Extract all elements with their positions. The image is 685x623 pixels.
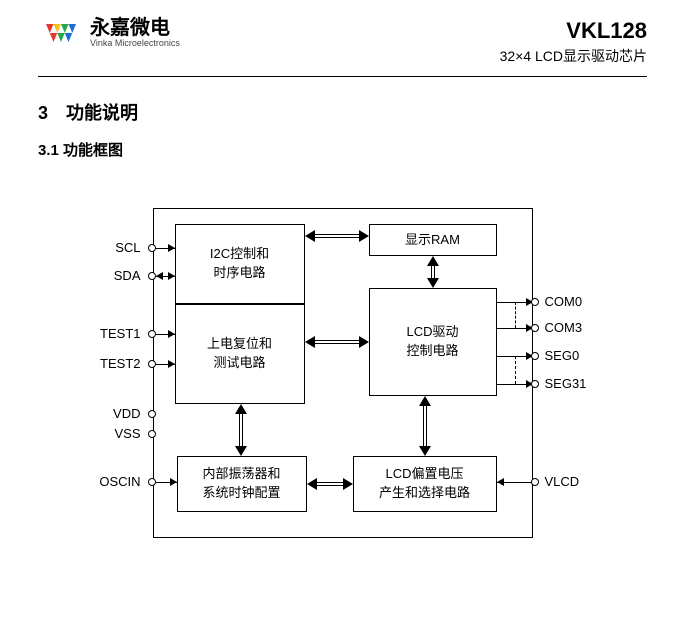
block-drv: LCD驱动控制电路 — [369, 288, 497, 396]
pin-label-vss: VSS — [93, 426, 141, 441]
pin-dot-scl — [148, 244, 156, 252]
block-osc-label: 内部振荡器和系统时钟配置 — [202, 465, 280, 503]
pin-label-com0: COM0 — [545, 294, 583, 309]
arrow-por-drv — [305, 336, 369, 348]
part-description: 32×4 LCD显示驱动芯片 — [500, 46, 647, 66]
arrow-ram-drv — [427, 256, 439, 288]
arrow-i2c-ram — [305, 230, 369, 242]
block-bias-label: LCD偏置电压产生和选择电路 — [379, 465, 470, 503]
arrow-vlcd-icon — [497, 478, 504, 486]
pin-dot-test2 — [148, 360, 156, 368]
arrow-sda-in-icon — [168, 272, 175, 280]
company-name-cn: 永嘉微电 — [90, 18, 180, 38]
block-ram: 显示RAM — [369, 224, 497, 256]
pin-dot-seg31 — [531, 380, 539, 388]
company-name-en: Vinka Microelectronics — [90, 38, 180, 49]
company-text: 永嘉微电 Vinka Microelectronics — [90, 18, 180, 49]
arrow-osc-bias — [307, 478, 353, 490]
dash-seg — [515, 356, 516, 384]
pin-dot-oscin — [148, 478, 156, 486]
pin-label-test2: TEST2 — [83, 356, 141, 371]
block-i2c-label: I2C控制和时序电路 — [210, 245, 269, 283]
pin-label-sda: SDA — [93, 268, 141, 283]
pin-dot-com3 — [531, 324, 539, 332]
pin-label-seg0: SEG0 — [545, 348, 580, 363]
pin-label-seg31: SEG31 — [545, 376, 587, 391]
header-divider — [38, 76, 647, 77]
arrow-oscin-icon — [170, 478, 177, 486]
arrow-scl-icon — [168, 244, 175, 252]
page-header: 永嘉微电 Vinka Microelectronics VKL128 32×4 … — [0, 0, 685, 72]
pin-label-com3: COM3 — [545, 320, 583, 335]
pin-label-vdd: VDD — [93, 406, 141, 421]
pin-label-scl: SCL — [93, 240, 141, 255]
block-ram-label: 显示RAM — [405, 231, 460, 250]
arrow-drv-bias — [419, 396, 431, 456]
pin-dot-sda — [148, 272, 156, 280]
block-bias: LCD偏置电压产生和选择电路 — [353, 456, 497, 512]
block-por-label: 上电复位和测试电路 — [207, 335, 272, 373]
header-right: VKL128 32×4 LCD显示驱动芯片 — [500, 18, 647, 66]
pin-dot-vdd — [148, 410, 156, 418]
block-por: 上电复位和测试电路 — [175, 304, 305, 404]
company-logo-icon — [38, 18, 84, 48]
section-heading-2: 3.1 功能框图 — [38, 139, 685, 160]
arrow-test1-icon — [168, 330, 175, 338]
block-drv-label: LCD驱动控制电路 — [406, 323, 458, 361]
arrow-por-osc — [235, 404, 247, 456]
pin-dot-com0 — [531, 298, 539, 306]
block-diagram: I2C控制和时序电路 上电复位和测试电路 显示RAM LCD驱动控制电路 内部振… — [73, 194, 613, 574]
pin-dot-seg0 — [531, 352, 539, 360]
arrow-sda-out-icon — [156, 272, 163, 280]
pin-label-oscin: OSCIN — [81, 474, 141, 489]
part-number: VKL128 — [500, 18, 647, 44]
pin-dot-test1 — [148, 330, 156, 338]
section-heading-1: 3 功能说明 — [38, 99, 685, 125]
block-i2c: I2C控制和时序电路 — [175, 224, 305, 304]
arrow-test2-icon — [168, 360, 175, 368]
pin-label-test1: TEST1 — [83, 326, 141, 341]
company-logo-block: 永嘉微电 Vinka Microelectronics — [38, 18, 180, 49]
block-osc: 内部振荡器和系统时钟配置 — [177, 456, 307, 512]
dash-com — [515, 302, 516, 328]
pin-label-vlcd: VLCD — [545, 474, 580, 489]
pin-dot-vlcd — [531, 478, 539, 486]
pin-dot-vss — [148, 430, 156, 438]
